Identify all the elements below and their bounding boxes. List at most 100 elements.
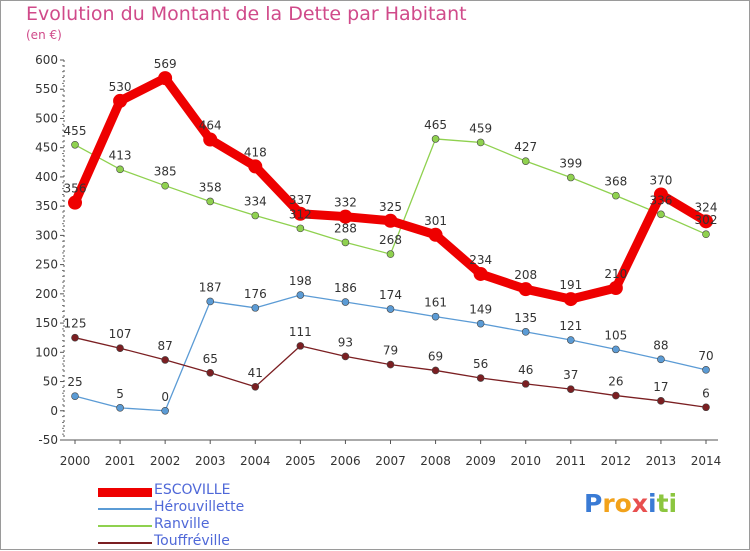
logo-letter: i [668, 489, 678, 518]
data-label: 234 [469, 253, 492, 267]
data-label: 187 [199, 280, 222, 294]
data-point [563, 292, 578, 307]
data-point [251, 382, 260, 391]
data-point [386, 360, 395, 369]
data-label: 385 [154, 165, 177, 179]
data-point [612, 391, 620, 400]
legend-item: ESCOVILLE [98, 482, 358, 500]
legend-label: Ranville [154, 516, 210, 532]
data-label: 312 [289, 207, 312, 221]
data-point [521, 157, 530, 165]
data-label: 87 [158, 339, 173, 353]
data-point [341, 298, 350, 306]
data-label: 105 [604, 328, 627, 342]
data-point [158, 71, 173, 86]
data-label: 46 [518, 363, 533, 377]
data-label: 17 [653, 380, 668, 394]
legend-swatch [98, 487, 152, 497]
y-tick-label: 500 [35, 111, 58, 125]
chart-unit-label: (en €) [26, 28, 62, 42]
data-label: 358 [199, 180, 222, 194]
x-tick-label: 2014 [691, 454, 722, 468]
x-tick-label: 2008 [420, 454, 451, 468]
legend-item: Touffréville [98, 533, 358, 551]
data-label: 208 [514, 268, 537, 282]
data-label: 26 [608, 375, 623, 389]
data-label: 176 [244, 287, 267, 301]
data-label: 399 [559, 157, 582, 171]
data-point [431, 312, 440, 321]
data-label: 530 [109, 80, 132, 94]
x-tick-label: 2010 [510, 454, 541, 468]
data-label: 5 [116, 387, 124, 401]
data-label: 174 [379, 288, 402, 302]
data-label: 88 [653, 338, 668, 352]
data-point [657, 397, 665, 405]
data-point [251, 304, 260, 312]
logo-letter: o [614, 489, 632, 518]
x-tick-label: 2009 [465, 454, 496, 468]
data-point [116, 165, 124, 174]
data-point [386, 250, 395, 258]
data-label: 6 [702, 386, 710, 400]
x-tick-label: 2005 [285, 454, 316, 468]
data-label: 65 [203, 352, 218, 366]
data-point [521, 380, 530, 388]
data-label: 324 [695, 200, 718, 214]
data-point [293, 206, 308, 221]
data-label: 37 [563, 368, 578, 382]
chart-series [68, 71, 713, 415]
data-point [702, 403, 710, 412]
data-point [68, 195, 82, 210]
x-tick-label: 2011 [556, 454, 587, 468]
legend-label: Hérouvillette [154, 499, 245, 515]
data-label: 464 [199, 119, 222, 133]
data-point [653, 187, 668, 202]
x-tick-label: 2000 [60, 454, 91, 468]
y-tick-label: 250 [35, 258, 58, 272]
chart-legend: ESCOVILLE Hérouvillette Ranville Touffrévil… [98, 482, 358, 551]
legend-swatch [98, 525, 152, 527]
data-label: 455 [64, 124, 87, 138]
y-tick-label: 200 [35, 287, 58, 301]
data-point [657, 355, 665, 364]
data-label: 459 [469, 121, 492, 135]
chart-axes: -500501001502002503003504004505005506002… [35, 53, 721, 468]
data-point [296, 291, 305, 299]
data-label: 107 [109, 327, 132, 341]
data-point [566, 385, 575, 393]
data-label: 70 [698, 349, 713, 363]
data-label: 337 [289, 193, 312, 207]
data-label: 25 [67, 375, 82, 389]
x-tick-label: 2013 [646, 454, 677, 468]
data-label: 334 [244, 195, 267, 209]
data-label: 336 [649, 193, 672, 207]
logo-letter: t [656, 489, 669, 518]
data-point [248, 159, 263, 174]
data-label: 418 [244, 145, 267, 159]
logo-letter: i [648, 489, 657, 518]
logo-letter: r [602, 489, 615, 518]
data-point [431, 135, 440, 143]
data-label: 93 [338, 335, 353, 349]
y-tick-label: -50 [38, 433, 58, 447]
data-point [116, 404, 124, 412]
data-point [338, 209, 353, 224]
data-point [566, 173, 575, 182]
data-point [71, 140, 79, 149]
data-point [699, 214, 713, 229]
data-label: 288 [334, 221, 357, 235]
y-tick-label: 600 [35, 53, 58, 67]
legend-item: Hérouvillette [98, 499, 358, 517]
data-point [161, 181, 169, 190]
data-label: 191 [559, 278, 582, 292]
y-tick-label: 50 [43, 375, 58, 389]
data-label: 301 [424, 214, 447, 228]
data-label: 69 [428, 349, 443, 363]
legend-item: Ranville [98, 516, 358, 534]
data-label: 135 [514, 311, 537, 325]
data-point [296, 342, 305, 350]
x-tick-label: 2004 [240, 454, 271, 468]
legend-label: Touffréville [154, 533, 230, 549]
